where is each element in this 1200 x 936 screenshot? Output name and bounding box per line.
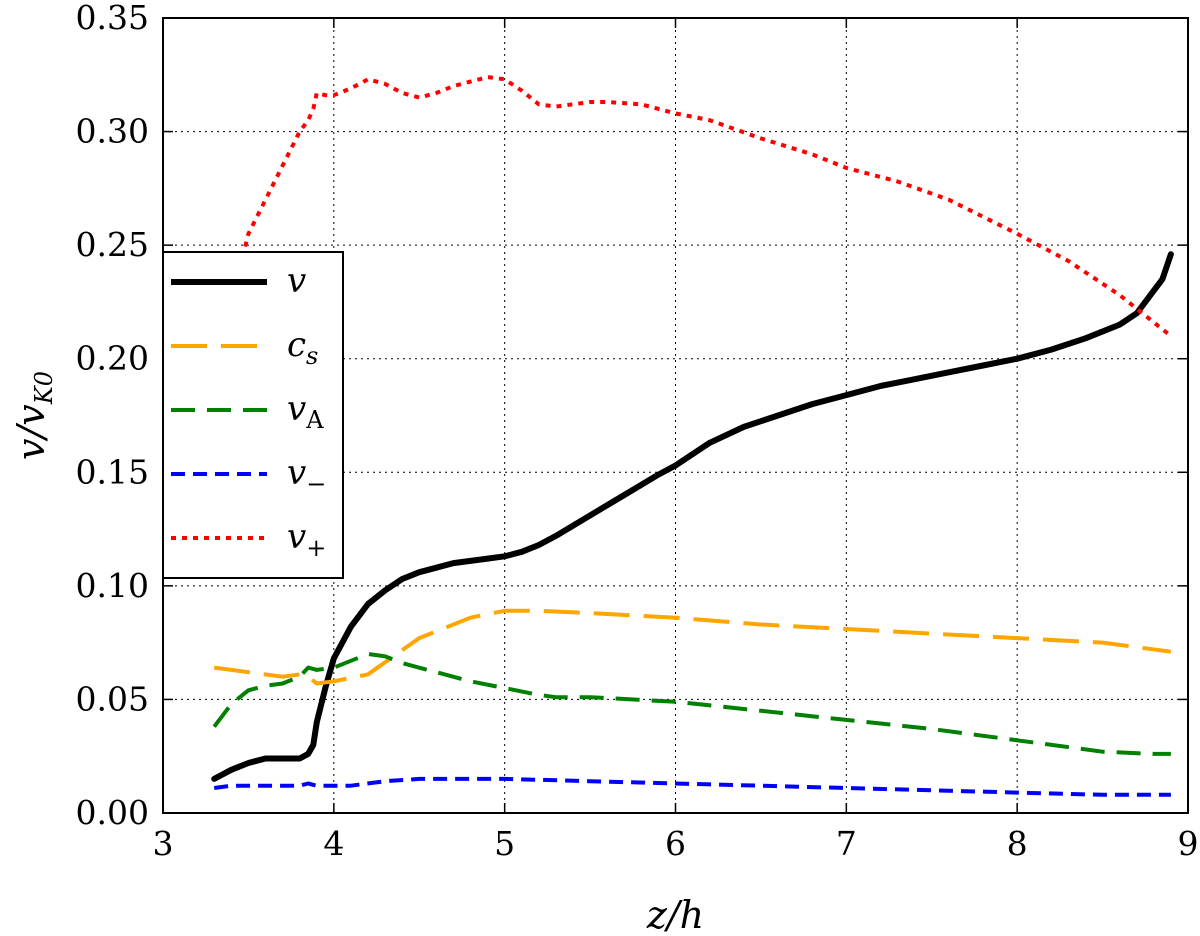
legend-label: v (287, 261, 306, 301)
y-tick-labels: 0.00 0.05 0.10 0.15 0.20 0.25 0.30 0.35 (76, 0, 149, 832)
y-tick-label: 0.15 (76, 452, 149, 491)
y-tick-label: 0.35 (76, 0, 149, 37)
x-tick-label: 6 (665, 824, 686, 863)
series-lines (211, 75, 1174, 797)
legend-box (162, 251, 344, 579)
x-tick-label: 4 (323, 824, 344, 863)
x-axis-label: z/h (646, 893, 704, 936)
y-tick-label: 0.25 (76, 225, 149, 264)
y-tick-label: 0.20 (76, 339, 149, 378)
y-axis-label: v/vK0 (9, 371, 58, 460)
x-tick-label: 8 (1007, 824, 1028, 863)
series-line-4 (213, 776, 1171, 797)
x-tick-label: 9 (1178, 824, 1199, 863)
series-line-5 (237, 75, 1173, 338)
series-line-3 (212, 652, 1171, 756)
x-tick-label: 7 (836, 824, 857, 863)
legend-label: vA (287, 389, 324, 434)
series-line-2 (213, 608, 1172, 686)
y-tick-label: 0.00 (76, 793, 149, 832)
x-tick-label: 5 (494, 824, 515, 863)
y-tick-label: 0.10 (76, 566, 149, 605)
series-line-1 (211, 251, 1174, 782)
y-tick-label: 0.05 (76, 679, 149, 718)
y-tick-label: 0.30 (76, 112, 149, 151)
x-tick-label: 3 (153, 824, 174, 863)
x-tick-labels: 3 4 5 6 7 8 9 (153, 824, 1199, 863)
